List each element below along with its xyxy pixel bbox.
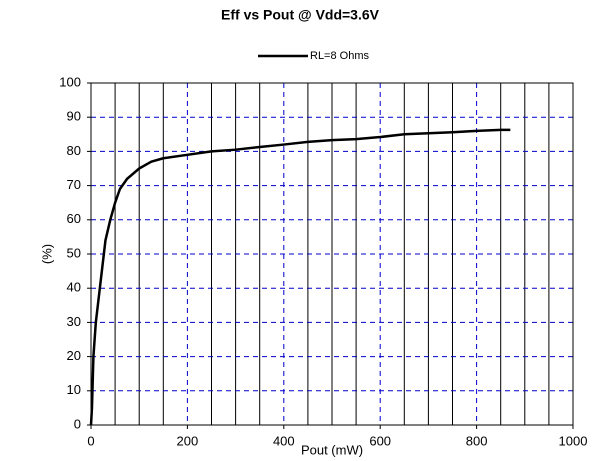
x-tick-label: 400	[273, 433, 295, 448]
x-tick-label: 0	[87, 433, 94, 448]
y-tick-label: 100	[59, 74, 81, 89]
y-tick-label: 80	[67, 143, 81, 158]
y-tick-label: 90	[67, 109, 81, 124]
y-tick-label: 10	[67, 382, 81, 397]
y-tick-label: 70	[67, 177, 81, 192]
legend-label: RL=8 Ohms	[310, 50, 369, 62]
x-tick-label: 1000	[559, 433, 588, 448]
chart-title: Eff vs Pout @ Vdd=3.6V	[221, 7, 380, 23]
x-tick-label: 200	[177, 433, 199, 448]
y-tick-label: 60	[67, 211, 81, 226]
y-tick-label: 30	[67, 314, 81, 329]
y-tick-label: 0	[74, 416, 81, 431]
x-axis-label: Pout (mW)	[301, 442, 363, 457]
plot-frame	[90, 82, 574, 426]
y-axis-label: (%)	[39, 244, 54, 264]
x-tick-label: 600	[369, 433, 391, 448]
series-line	[89, 128, 511, 426]
y-tick-label: 50	[67, 245, 81, 260]
x-tick-label: 800	[466, 433, 488, 448]
y-tick-label: 40	[67, 280, 81, 295]
y-tick-label: 20	[67, 348, 81, 363]
